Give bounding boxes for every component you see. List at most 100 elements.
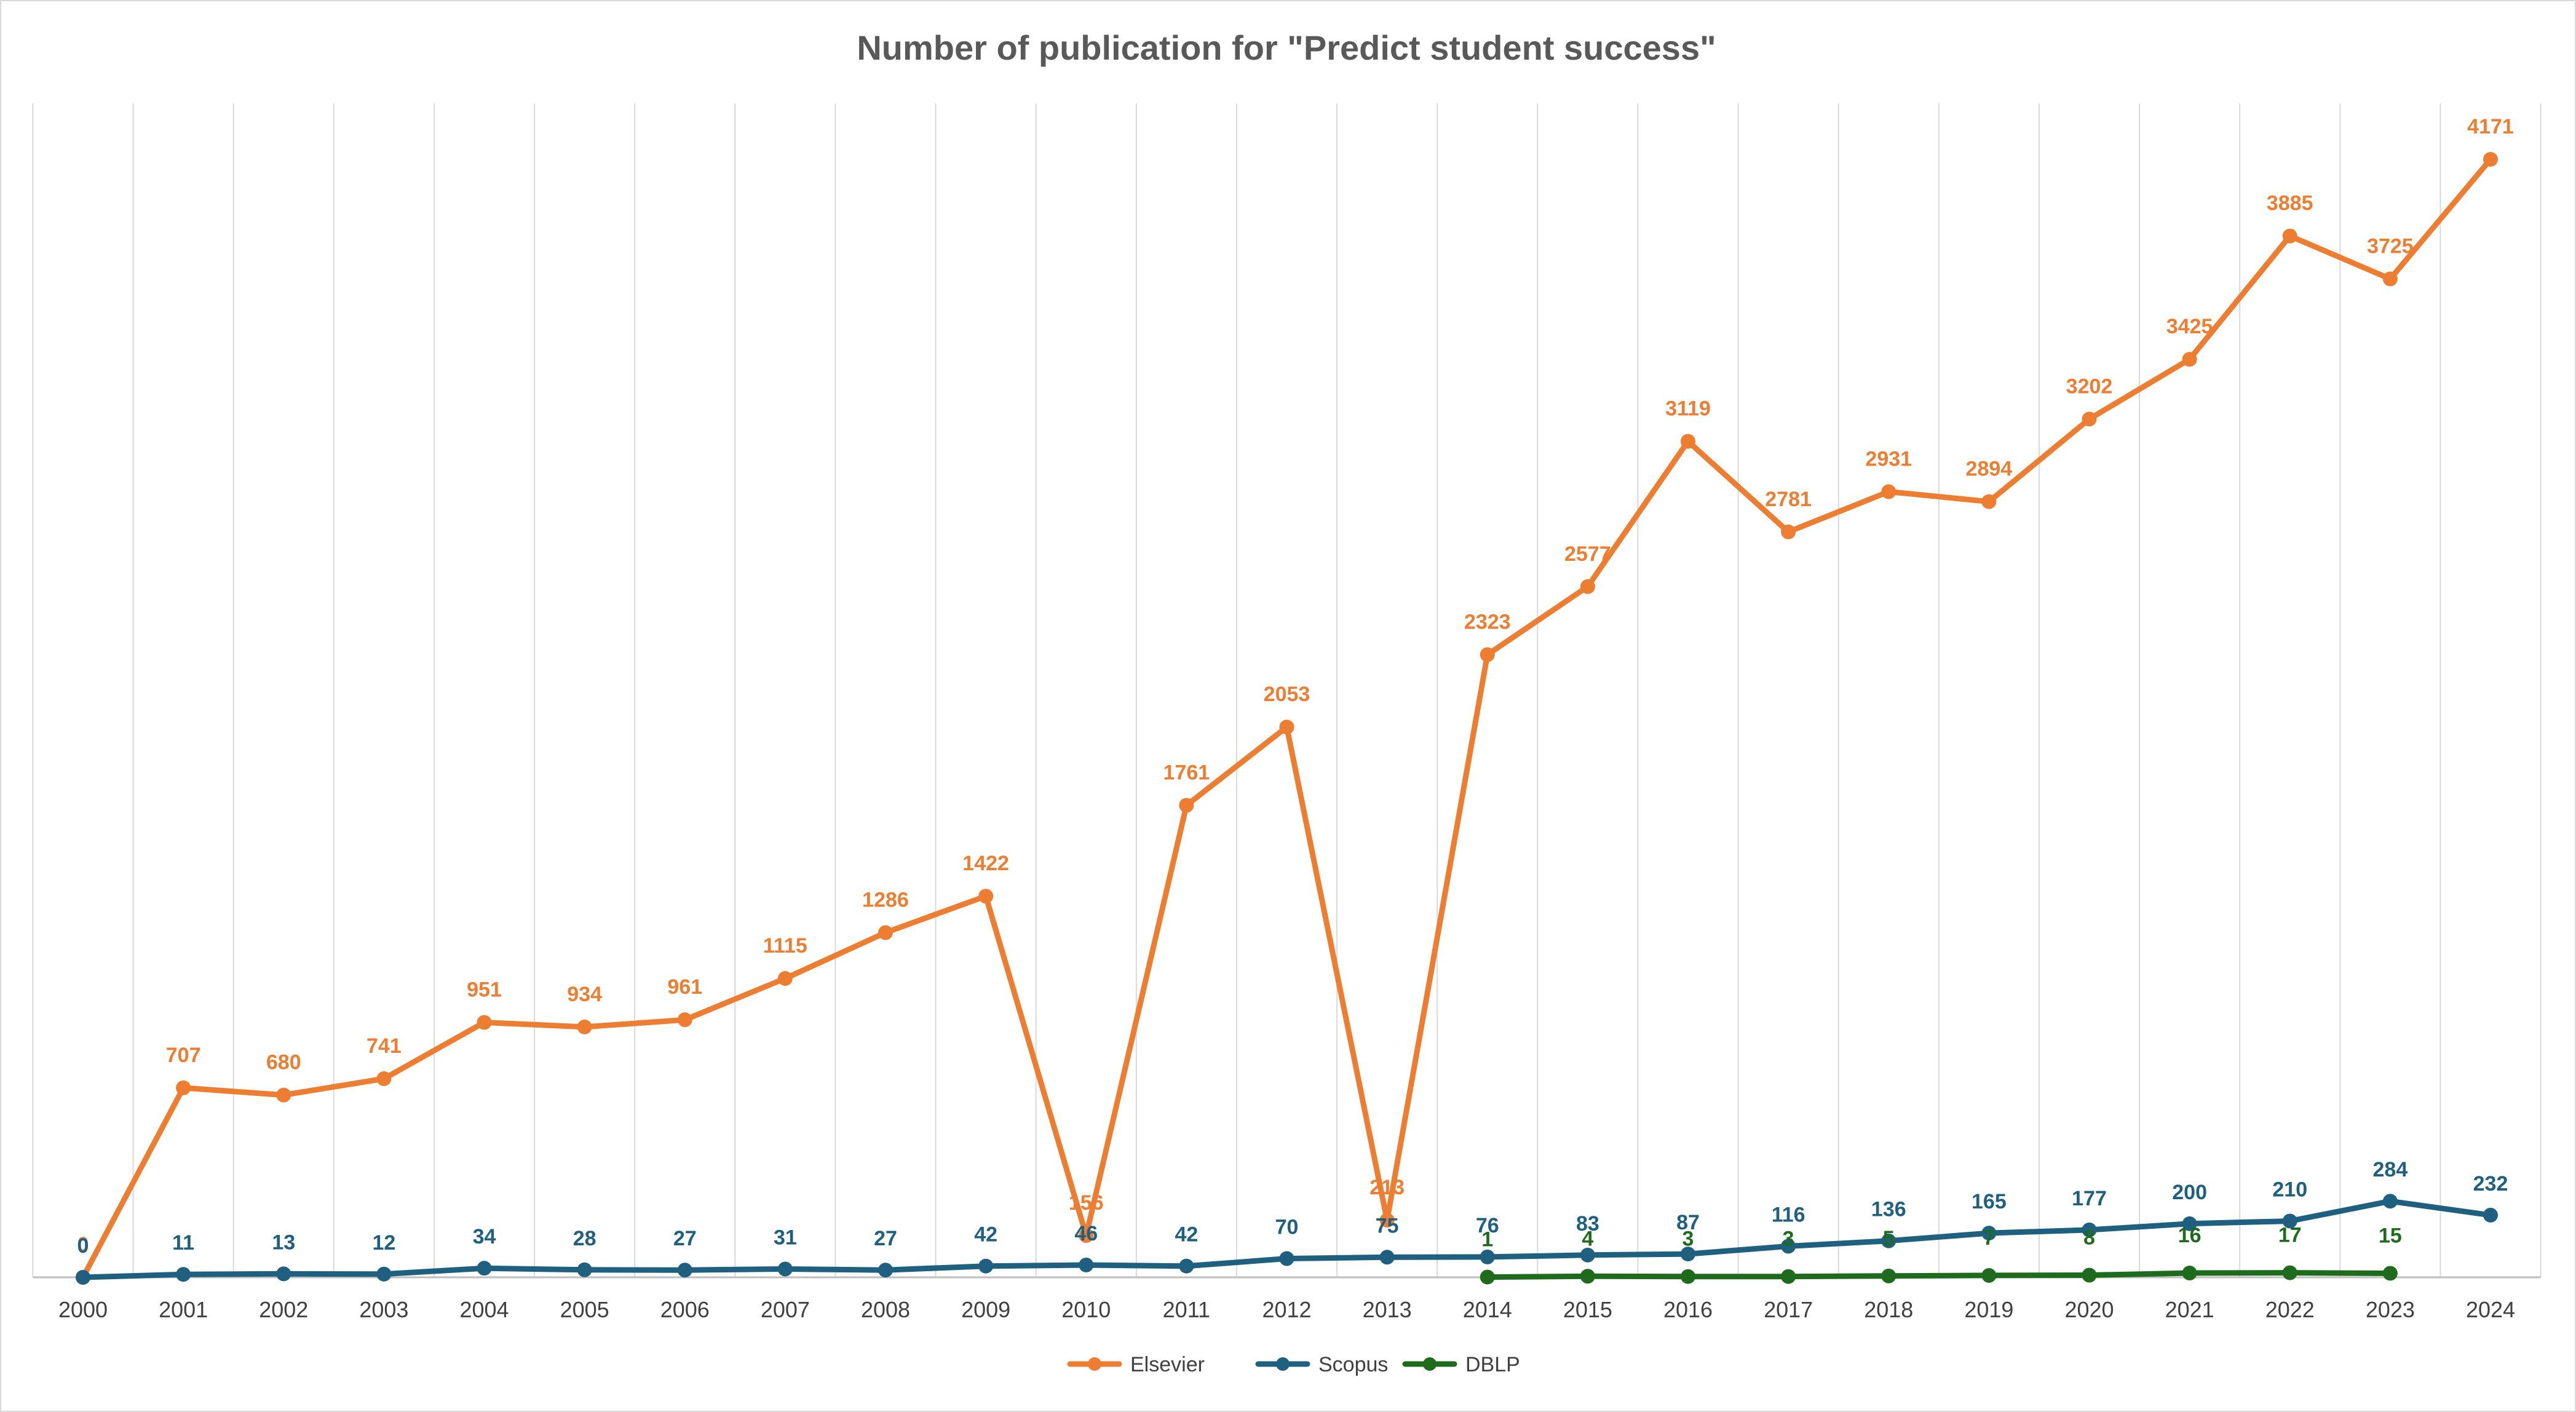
dblp-series-line [1484, 1270, 2393, 1280]
chart-title: Number of publication for "Predict stude… [857, 28, 1716, 67]
elsevier-point [978, 889, 994, 904]
x-tick-label: 2024 [2466, 1297, 2515, 1322]
legend-label-scopus: Scopus [1318, 1353, 1388, 1376]
x-tick-label: 2019 [1964, 1297, 2013, 1322]
dblp-data-label: 8 [2083, 1226, 2095, 1250]
dblp-point [1480, 1269, 1495, 1285]
scopus-point [1379, 1250, 1395, 1265]
scopus-data-label: 70 [1275, 1215, 1299, 1239]
scopus-point [76, 1270, 90, 1285]
scopus-data-label: 136 [1871, 1198, 1906, 1221]
x-axis: 2000 2001 2002 2003 2004 2005 2006 2007 2008 2009… [33, 1276, 2541, 1322]
legend-label-dblp: DBLP [1465, 1353, 1520, 1376]
dblp-point [1881, 1268, 1896, 1283]
elsevier-data-label: 156 [1069, 1191, 1104, 1215]
x-tick-label: 2021 [2165, 1297, 2214, 1322]
elsevier-point [1981, 494, 1997, 509]
x-tick-label: 2007 [761, 1297, 810, 1322]
scopus-data-label: 83 [1576, 1212, 1599, 1236]
scopus-point [1179, 1258, 1194, 1274]
scopus-point [2382, 1194, 2398, 1209]
scopus-data-label: 200 [2172, 1181, 2207, 1204]
scopus-data-label: 31 [774, 1226, 797, 1249]
scopus-point [2082, 1222, 2097, 1237]
scopus-point [1981, 1226, 1997, 1241]
dblp-point [1681, 1269, 1695, 1284]
elsevier-point [2282, 228, 2297, 244]
elsevier-data-label: 2894 [1966, 458, 2013, 481]
x-tick-label: 2006 [660, 1297, 710, 1322]
elsevier-point [1480, 647, 1495, 662]
elsevier-point [1580, 579, 1595, 594]
elsevier-point [376, 1071, 392, 1087]
dblp-data-label: 17 [2278, 1224, 2302, 1247]
dblp-point [1781, 1269, 1796, 1284]
elsevier-point [276, 1087, 291, 1103]
elsevier-point [2082, 411, 2097, 427]
scopus-data-label: 116 [1772, 1203, 1805, 1226]
scopus-data-label: 232 [2473, 1172, 2508, 1196]
scopus-point [777, 1261, 793, 1277]
elsevier-point [176, 1080, 191, 1095]
elsevier-data-label: 2781 [1765, 488, 1812, 511]
dblp-data-label: 3 [1783, 1228, 1794, 1251]
scopus-point [1480, 1249, 1495, 1264]
scopus-point [978, 1258, 994, 1274]
legend-item-elsevier: Elsevier [1067, 1353, 1205, 1376]
series-layer [76, 152, 2498, 1285]
dblp-data-label: 16 [2178, 1224, 2201, 1247]
x-tick-label: 2023 [2366, 1297, 2415, 1322]
elsevier-data-label: 2323 [1464, 611, 1511, 634]
elsevier-point [2483, 152, 2498, 167]
scopus-point [577, 1262, 592, 1277]
elsevier-data-label: 3725 [2367, 234, 2414, 258]
elsevier-point [1781, 524, 1796, 539]
x-tick-label: 2011 [1163, 1297, 1210, 1322]
scopus-data-label: 34 [473, 1225, 496, 1248]
scopus-data-label: 177 [2072, 1187, 2107, 1210]
scopus-point [2483, 1207, 2498, 1223]
dblp-point [1981, 1267, 1997, 1283]
dblp-data-label: 1 [1481, 1228, 1493, 1251]
x-tick-label: 2022 [2265, 1297, 2315, 1322]
scopus-point [1580, 1247, 1595, 1263]
x-tick-label: 2005 [560, 1297, 609, 1322]
dblp-point [2082, 1267, 2097, 1283]
x-tick-label: 2004 [459, 1297, 509, 1322]
elsevier-data-label: 680 [266, 1051, 301, 1074]
scopus-point [176, 1267, 191, 1282]
x-tick-label: 2017 [1764, 1297, 1813, 1322]
x-tick-label: 2000 [58, 1297, 108, 1322]
x-tick-label: 2009 [961, 1297, 1010, 1322]
elsevier-data-label: 3119 [1665, 397, 1711, 421]
scopus-point [1781, 1239, 1796, 1254]
legend-item-dblp: DBLP [1402, 1353, 1520, 1376]
scopus-data-label: 210 [2272, 1178, 2307, 1201]
x-tick-label: 2014 [1463, 1297, 1512, 1322]
elsevier-data-label: 1286 [862, 889, 909, 912]
scopus-point [276, 1266, 291, 1282]
dblp-data-label: 7 [1983, 1226, 1995, 1250]
x-tick-label: 2020 [2064, 1297, 2114, 1322]
scopus-data-label: 42 [974, 1223, 997, 1247]
scopus-data-label: 28 [573, 1227, 596, 1250]
scopus-data-label: 11 [172, 1231, 194, 1255]
elsevier-point [878, 925, 893, 940]
scopus-point [2182, 1216, 2197, 1231]
scopus-data-label: 75 [1376, 1214, 1399, 1237]
elsevier-point [2182, 352, 2197, 367]
elsevier-point [1279, 720, 1294, 735]
elsevier-data-label: 3425 [2166, 315, 2213, 338]
elsevier-data-label: 3202 [2066, 375, 2113, 398]
dblp-data-label: 4 [1582, 1227, 1593, 1250]
legend-marker-elsevier [1088, 1357, 1101, 1371]
scopus-point [1881, 1233, 1896, 1248]
scopus-point [677, 1263, 692, 1278]
x-tick-label: 2016 [1663, 1297, 1713, 1322]
scopus-data-label: 46 [1074, 1222, 1098, 1245]
elsevier-data-label: 741 [367, 1034, 402, 1058]
elsevier-series-line [80, 156, 2494, 1280]
elsevier-data-label: 3885 [2267, 192, 2313, 215]
scopus-data-label: 165 [1972, 1190, 2007, 1213]
